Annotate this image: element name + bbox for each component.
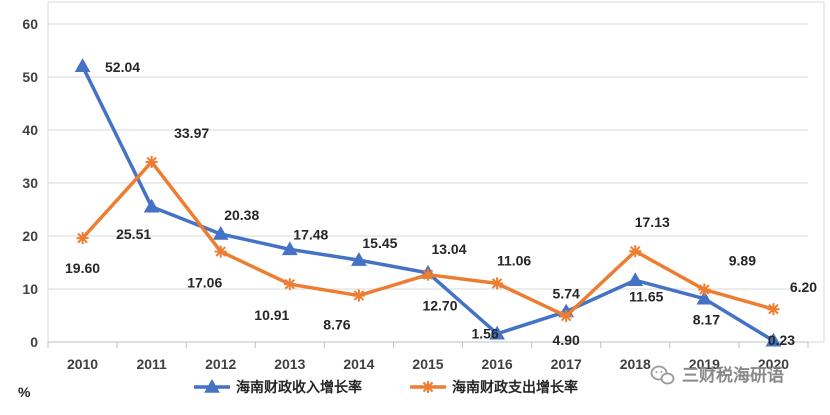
y-tick-label: 50	[22, 69, 38, 85]
watermark: 三财税海研语	[650, 365, 784, 385]
legend-marker-expenditure	[422, 381, 434, 393]
data-label-revenue: 17.48	[293, 226, 328, 242]
x-tick-label: 2019	[689, 356, 720, 372]
x-tick-label: 2011	[136, 356, 167, 372]
star-stroke	[422, 381, 434, 393]
data-label-revenue: 20.38	[224, 207, 259, 223]
data-point-expenditure	[698, 283, 711, 296]
star-stroke	[77, 232, 88, 244]
data-point-expenditure	[145, 155, 158, 168]
data-label-revenue: 11.65	[629, 288, 663, 304]
data-label-expenditure: 17.13	[635, 214, 670, 230]
star-stroke	[146, 156, 157, 168]
axes: 0 10 20 30 40 50 60 2010 2011 2012 2013 2014 2015 201…	[22, 16, 809, 372]
data-point-expenditure	[491, 277, 504, 290]
data-label-expenditure: 33.97	[174, 125, 209, 141]
star-stroke	[630, 246, 641, 257]
data-point-revenue	[351, 252, 367, 266]
legend-label-revenue: 海南财政收入增长率	[236, 379, 362, 395]
data-point-expenditure	[214, 245, 227, 258]
data-label-expenditure: 9.89	[729, 253, 756, 269]
data-point-expenditure	[422, 268, 434, 281]
data-label-expenditure: 11.06	[497, 252, 531, 268]
watermark-text: 三财税海研语	[682, 365, 784, 385]
data-label-revenue: 25.51	[116, 226, 151, 242]
data-point-expenditure	[283, 278, 296, 291]
data-label-expenditure: 10.91	[254, 307, 289, 323]
data-point-expenditure	[767, 303, 780, 316]
x-tick-label: 2017	[551, 356, 582, 372]
data-label-revenue: 0.23	[768, 332, 795, 348]
x-tick-label: 2018	[620, 356, 651, 372]
gridlines	[47, 1, 825, 343]
y-tick-label: 40	[22, 122, 38, 138]
data-label-expenditure: 8.76	[323, 317, 350, 333]
x-tick-label: 2020	[758, 356, 789, 372]
star-stroke	[699, 284, 710, 295]
data-point-revenue	[281, 241, 298, 256]
data-point-expenditure	[629, 245, 642, 258]
star-stroke	[422, 269, 434, 280]
data-label-revenue: 52.04	[105, 59, 140, 75]
star-stroke	[215, 246, 226, 257]
y-tick-label: 10	[22, 281, 38, 297]
star-stroke	[491, 278, 503, 289]
x-tick-label: 2014	[343, 356, 374, 372]
star-stroke	[284, 278, 296, 290]
x-tick-label: 2015	[412, 356, 443, 372]
star-stroke	[560, 310, 572, 322]
series-lines	[74, 58, 782, 347]
legend-marker-revenue	[204, 378, 220, 393]
star-stroke	[768, 303, 779, 315]
data-point-expenditure	[560, 310, 573, 323]
data-point-expenditure	[352, 289, 365, 302]
data-labels: 52.04 25.51 20.38 17.48 15.45 13.04 1.56 5.74 11…	[65, 59, 817, 348]
legend: 海南财政收入增长率 海南财政支出增长率	[194, 378, 578, 395]
data-label-revenue: 1.56	[471, 326, 498, 342]
x-tick-label: 2016	[482, 356, 513, 372]
data-label-revenue: 13.04	[431, 241, 466, 257]
y-tick-label: 30	[22, 175, 38, 191]
data-label-expenditure: 6.20	[790, 279, 817, 295]
data-point-revenue	[143, 198, 160, 213]
x-tick-label: 2012	[205, 356, 236, 372]
y-tick-label: 20	[22, 228, 38, 244]
legend-label-expenditure: 海南财政支出增长率	[452, 379, 578, 395]
star-stroke	[353, 290, 365, 301]
y-axis-unit-label: %	[18, 384, 31, 400]
data-label-revenue: 8.17	[693, 312, 720, 328]
wechat-icon	[650, 365, 675, 385]
series-line-expenditure	[81, 160, 774, 318]
data-point-revenue	[696, 290, 713, 305]
data-label-expenditure: 4.90	[553, 332, 580, 348]
x-tick-label: 2013	[274, 356, 305, 372]
data-point-revenue	[212, 225, 229, 240]
data-label-revenue: 5.74	[553, 286, 580, 302]
data-point-revenue	[627, 272, 644, 287]
data-label-expenditure: 17.06	[187, 275, 222, 291]
y-tick-label: 0	[30, 334, 38, 350]
x-tick-label: 2010	[67, 356, 98, 372]
data-label-expenditure: 19.60	[65, 260, 100, 276]
data-point-revenue	[489, 325, 505, 340]
data-label-expenditure: 12.70	[422, 298, 457, 314]
data-point-revenue	[74, 58, 91, 72]
y-tick-label: 60	[22, 16, 38, 32]
data-label-revenue: 15.45	[362, 235, 397, 251]
data-point-expenditure	[76, 232, 89, 245]
data-point-revenue	[765, 332, 782, 347]
